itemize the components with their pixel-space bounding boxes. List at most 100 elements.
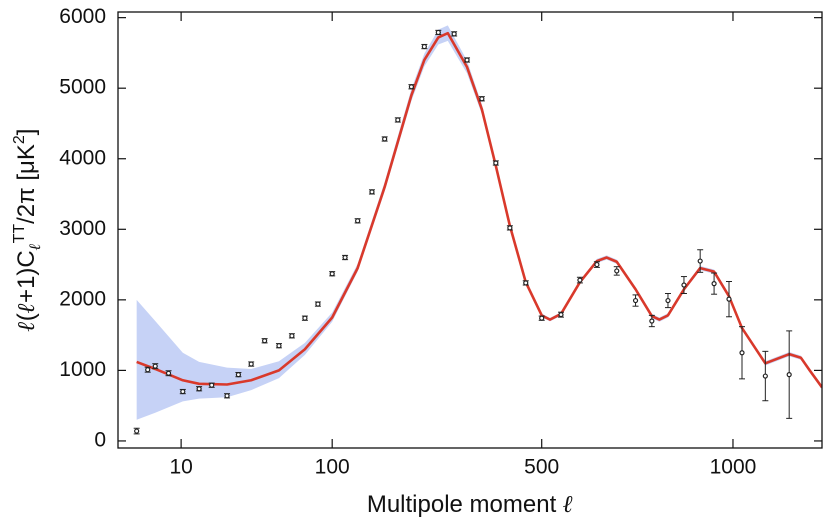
point bbox=[382, 136, 388, 142]
data-point bbox=[208, 382, 215, 388]
point bbox=[726, 296, 732, 302]
data-point bbox=[235, 372, 242, 378]
point bbox=[421, 43, 427, 50]
data-point bbox=[664, 292, 671, 309]
y-label-part: /2π [μK bbox=[13, 144, 40, 224]
point bbox=[395, 117, 401, 123]
x-axis-label: Multipole moment ℓ bbox=[367, 491, 573, 518]
point bbox=[507, 225, 513, 231]
point bbox=[329, 271, 335, 277]
data-point bbox=[680, 276, 687, 294]
data-point bbox=[506, 225, 513, 231]
point bbox=[762, 373, 768, 379]
point bbox=[493, 160, 499, 166]
point bbox=[479, 96, 485, 102]
y-tick-label: 1000 bbox=[59, 358, 106, 381]
data-point bbox=[288, 333, 295, 339]
point bbox=[134, 428, 140, 434]
point bbox=[711, 281, 717, 287]
model-band bbox=[136, 25, 822, 420]
point bbox=[196, 386, 202, 392]
point bbox=[302, 315, 308, 321]
x-tick-label: 100 bbox=[315, 456, 350, 479]
point bbox=[632, 297, 639, 304]
data-point bbox=[144, 366, 151, 373]
y-label-superscript: TT bbox=[11, 224, 28, 244]
data-point bbox=[179, 388, 186, 395]
data-point bbox=[648, 314, 655, 328]
data-point bbox=[133, 427, 140, 435]
y-label-part: ( bbox=[13, 313, 40, 321]
x-tick-label: 500 bbox=[524, 456, 559, 479]
plot-area bbox=[133, 25, 822, 435]
model-line bbox=[136, 31, 822, 389]
point bbox=[289, 333, 295, 339]
y-label-part: ℓ bbox=[14, 321, 40, 331]
point bbox=[235, 372, 242, 378]
point bbox=[464, 57, 470, 63]
y-axis-label: ℓ(ℓ+1)CℓTT/2π [μK2] bbox=[11, 129, 44, 332]
y-tick-label: 4000 bbox=[59, 146, 106, 169]
y-tick-label: 2000 bbox=[59, 287, 106, 310]
y-tick-label: 6000 bbox=[59, 5, 106, 28]
point bbox=[315, 301, 321, 307]
point bbox=[152, 363, 158, 369]
x-tick-label: 10 bbox=[169, 456, 192, 479]
point bbox=[681, 282, 687, 288]
data-point bbox=[224, 393, 231, 399]
y-label-part: ℓ bbox=[14, 303, 40, 313]
data-point bbox=[786, 330, 793, 419]
point bbox=[739, 350, 745, 356]
point bbox=[523, 280, 529, 286]
data-point bbox=[613, 266, 620, 276]
plot-frame bbox=[117, 11, 823, 449]
data-point bbox=[451, 31, 458, 37]
data-point bbox=[248, 361, 255, 367]
data-point bbox=[152, 363, 159, 370]
data-point bbox=[478, 96, 485, 102]
data-point bbox=[762, 350, 769, 402]
data-point bbox=[558, 311, 565, 318]
point bbox=[209, 382, 215, 388]
x-tick-label: 1000 bbox=[710, 456, 757, 479]
point bbox=[577, 277, 583, 283]
x-axis-label-symbol: ℓ bbox=[563, 492, 573, 518]
data-point bbox=[165, 370, 172, 377]
data-point bbox=[421, 43, 428, 50]
data-point bbox=[725, 281, 732, 318]
x-axis-label-text: Multipole moment bbox=[367, 491, 563, 518]
point bbox=[435, 29, 441, 36]
data-point bbox=[593, 261, 600, 268]
y-tick-label: 5000 bbox=[59, 76, 106, 99]
data-point bbox=[711, 272, 718, 295]
point bbox=[165, 370, 172, 376]
y-tick-label: 3000 bbox=[59, 217, 106, 240]
data-point bbox=[301, 315, 308, 321]
point bbox=[539, 315, 545, 321]
point bbox=[558, 312, 564, 318]
data-point bbox=[275, 343, 282, 349]
data-point bbox=[196, 386, 203, 392]
data-point bbox=[576, 276, 583, 284]
data-point bbox=[435, 29, 442, 36]
y-label-part: ] bbox=[13, 129, 40, 136]
point bbox=[342, 254, 348, 261]
point bbox=[145, 367, 151, 373]
point bbox=[665, 297, 671, 304]
data-point bbox=[314, 301, 321, 307]
point bbox=[697, 258, 703, 264]
y-label-subscript: ℓ bbox=[27, 243, 44, 251]
data-point bbox=[354, 218, 361, 224]
data-point bbox=[464, 57, 471, 63]
point bbox=[369, 189, 375, 195]
data-point bbox=[329, 271, 336, 277]
data-point bbox=[632, 294, 639, 307]
point bbox=[649, 318, 655, 324]
data-point bbox=[394, 117, 401, 123]
data-point bbox=[381, 136, 388, 142]
point bbox=[248, 361, 254, 367]
data-point bbox=[261, 338, 268, 344]
point bbox=[355, 218, 361, 224]
